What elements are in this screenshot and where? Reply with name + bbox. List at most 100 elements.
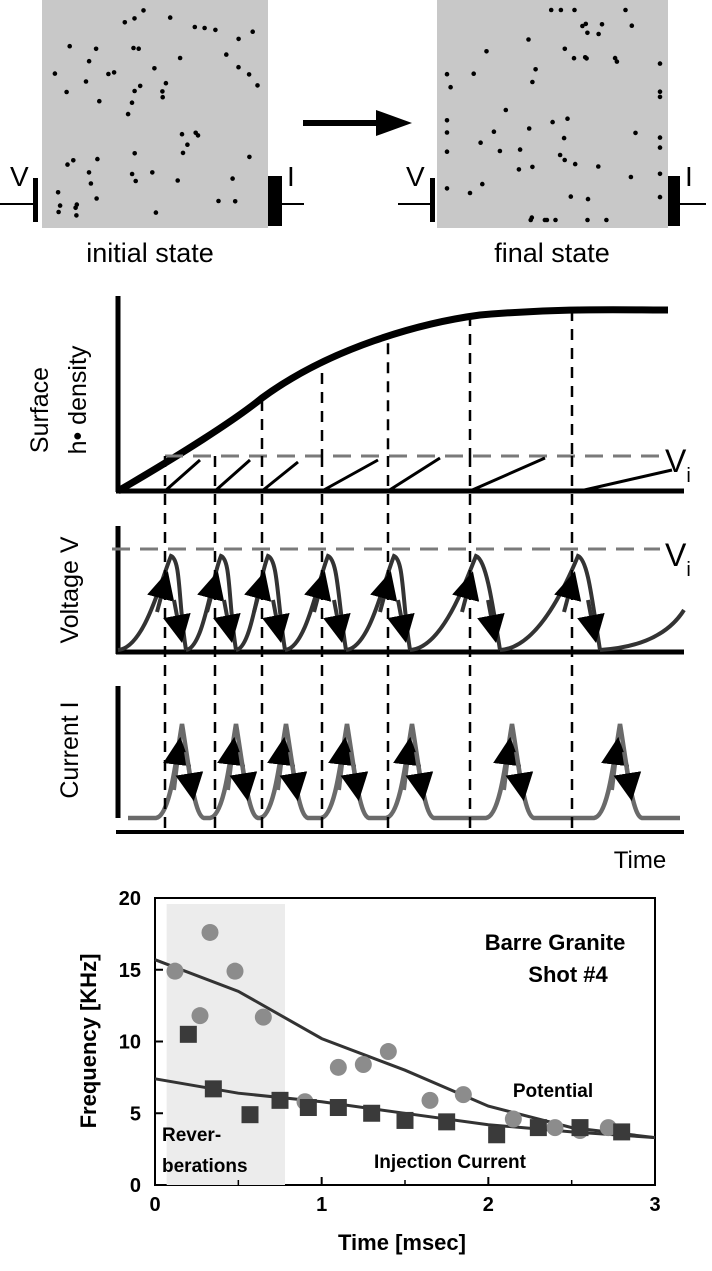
- voltage-fall-arrow: [262, 599, 290, 644]
- particle-dot: [88, 181, 94, 186]
- particle-dot: [136, 46, 141, 51]
- particle-dot: [86, 170, 92, 175]
- particle-dot: [152, 66, 157, 71]
- current-rise-arrow: [601, 736, 629, 791]
- sawtooth-segment: [579, 468, 673, 493]
- particle-dot: [633, 130, 638, 136]
- particle-dot: [94, 196, 99, 201]
- reverberations-label-line2: berations: [162, 1156, 248, 1177]
- current-rise-arrow: [493, 736, 521, 791]
- particle-dot: [548, 7, 554, 13]
- current-fall-arrow: [279, 751, 308, 802]
- particle-dot: [179, 131, 185, 137]
- sawtooth-segment: [387, 456, 441, 493]
- voltage-spike: [185, 553, 238, 652]
- particle-dot: [526, 37, 531, 42]
- particle-dot: [444, 149, 450, 154]
- chart-axis-ticks: 0 1 2 3 0 5 10 15 20: [119, 888, 661, 1216]
- voltage-threshold-label: Vi: [665, 537, 691, 581]
- x-tick-label: 1: [316, 1194, 327, 1216]
- data-point-injection-current: [396, 1111, 414, 1129]
- current-fall-arrow: [229, 751, 258, 802]
- data-point-injection-current: [329, 1099, 347, 1117]
- data-point-potential: [191, 1007, 209, 1025]
- series-label-injection-current: Injection Current: [374, 1152, 527, 1173]
- surface-threshold-label: Vi: [665, 443, 691, 487]
- y-tick-label: 5: [130, 1103, 141, 1125]
- particle-dot: [95, 156, 100, 162]
- data-point-potential: [421, 1091, 439, 1109]
- current-fall-arrow: [340, 751, 369, 802]
- voltage-fall-arrow: [577, 599, 605, 644]
- particle-dot: [614, 59, 620, 64]
- particle-dot: [657, 145, 663, 150]
- particle-dot: [530, 164, 535, 170]
- event-dashed-lines: [163, 310, 574, 832]
- particle-dot: [571, 55, 577, 61]
- particle-dot: [550, 119, 555, 125]
- particle-dot: [596, 164, 601, 169]
- particle-dot: [558, 7, 564, 13]
- voltage-spike: [117, 553, 188, 652]
- final-state-box: [437, 0, 668, 228]
- particle-dot: [86, 58, 92, 64]
- particle-dot: [52, 71, 58, 76]
- particle-dot: [596, 31, 601, 37]
- chart-ylabel: Frequency [KHz]: [76, 954, 101, 1129]
- voltage-fall-arrow: [163, 599, 191, 644]
- particle-dot: [247, 154, 252, 160]
- particle-dot: [250, 29, 255, 34]
- particle-dot: [585, 196, 591, 202]
- data-point-potential: [454, 1086, 472, 1104]
- particle-dot: [657, 61, 663, 66]
- particle-dot: [132, 151, 137, 156]
- particle-dot: [562, 157, 567, 163]
- particle-dot: [657, 89, 663, 94]
- current-fall-arrow: [505, 751, 534, 802]
- data-point-injection-current: [271, 1091, 289, 1109]
- particle-dot: [657, 194, 663, 200]
- final-state-particles: [444, 7, 663, 223]
- particle-dot: [557, 152, 563, 158]
- current-trace: [128, 723, 680, 821]
- particle-dot: [131, 45, 136, 51]
- particle-dot: [444, 71, 450, 77]
- particle-dot: [192, 24, 198, 30]
- voltage-rise-arrow: [147, 571, 175, 613]
- particle-dot: [137, 83, 143, 89]
- particle-dot: [150, 170, 155, 175]
- particle-dot: [585, 217, 590, 223]
- density-axis-label: h• density: [64, 345, 92, 454]
- particle-dot: [585, 30, 590, 36]
- reverberations-region: [166, 904, 285, 1185]
- particle-dot: [444, 186, 450, 191]
- surface-density-panel: Surface h• density Vi: [26, 296, 691, 495]
- particle-dot: [561, 135, 567, 141]
- data-point-potential: [354, 1055, 372, 1073]
- voltage-spike: [284, 553, 348, 652]
- initial-state-box: [42, 0, 268, 228]
- voltage-fall-arrow: [477, 599, 505, 644]
- particle-dot: [255, 83, 260, 88]
- chart-data-points: [166, 923, 631, 1144]
- sawtooth-segment: [164, 458, 201, 493]
- current-rise-arrow: [328, 736, 356, 791]
- current-axis-label: Current I: [56, 701, 84, 798]
- particle-dot: [657, 94, 663, 100]
- particle-dot: [55, 190, 61, 195]
- voltage-rise-arrow: [370, 571, 398, 613]
- final-voltage-electrode: [398, 178, 435, 222]
- current-spikes: [128, 723, 680, 821]
- particle-dot: [232, 199, 238, 204]
- current-fall-arrow: [175, 751, 204, 802]
- particle-dot: [530, 79, 535, 85]
- current-fall-arrow: [405, 751, 434, 802]
- data-point-injection-current: [363, 1104, 381, 1122]
- data-point-potential: [546, 1119, 564, 1137]
- particle-dot: [160, 89, 165, 94]
- data-point-potential: [599, 1119, 617, 1137]
- y-tick-label: 15: [119, 960, 141, 982]
- voltage-rise-arrow: [304, 571, 332, 613]
- particle-dot: [230, 176, 235, 181]
- y-tick-label: 0: [130, 1175, 141, 1197]
